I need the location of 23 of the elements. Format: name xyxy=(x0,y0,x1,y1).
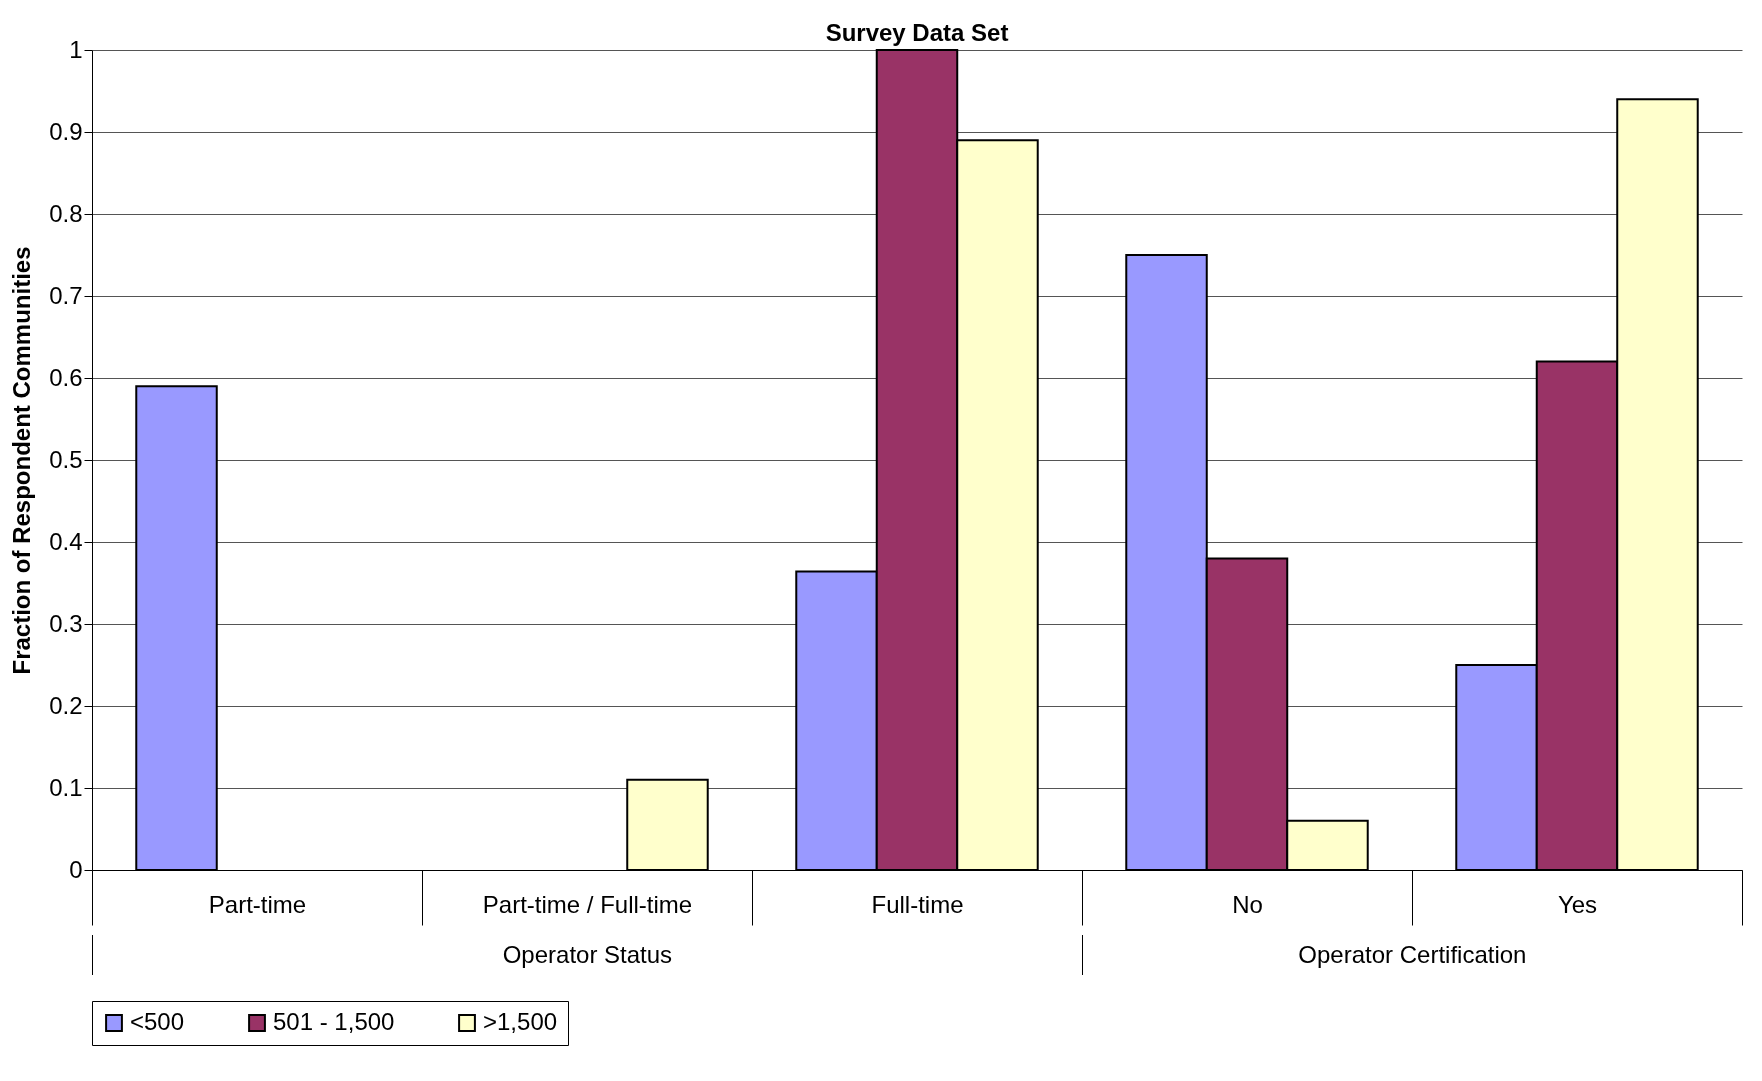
y-tick-label: 0.9 xyxy=(49,117,83,145)
legend-label: <500 xyxy=(130,1008,185,1035)
x-tick-label: Full-time xyxy=(871,890,964,918)
legend-label: 501 - 1,500 xyxy=(273,1008,395,1035)
y-tick-label: 0.7 xyxy=(49,281,83,309)
y-tick-label: 0.5 xyxy=(49,445,83,473)
y-tick-label: 0.3 xyxy=(49,609,83,637)
y-tick-label: 0.2 xyxy=(49,691,83,719)
x-tick-label: Part-time / Full-time xyxy=(482,890,693,918)
y-tick-label: 1 xyxy=(69,35,83,63)
y-tick-label: 0.4 xyxy=(49,527,83,555)
text: Operator Certification xyxy=(1081,935,1742,975)
x-tick-label: Part-time xyxy=(208,890,307,918)
legend-label: >1,500 xyxy=(483,1008,558,1035)
y-tick-label: 0.1 xyxy=(49,773,83,801)
y-axis-title: Fraction of Respondent Communities xyxy=(8,246,36,675)
text: Operator Status xyxy=(92,935,1082,975)
y-tick-label: 0.8 xyxy=(49,199,83,227)
y-tick-label: 0 xyxy=(69,855,83,883)
x-tick-label: No xyxy=(1232,890,1263,918)
chart-title: Survey Data Set xyxy=(825,19,1009,46)
y-tick-label: 0.6 xyxy=(49,363,83,391)
x-tick-label: Yes xyxy=(1557,890,1598,918)
